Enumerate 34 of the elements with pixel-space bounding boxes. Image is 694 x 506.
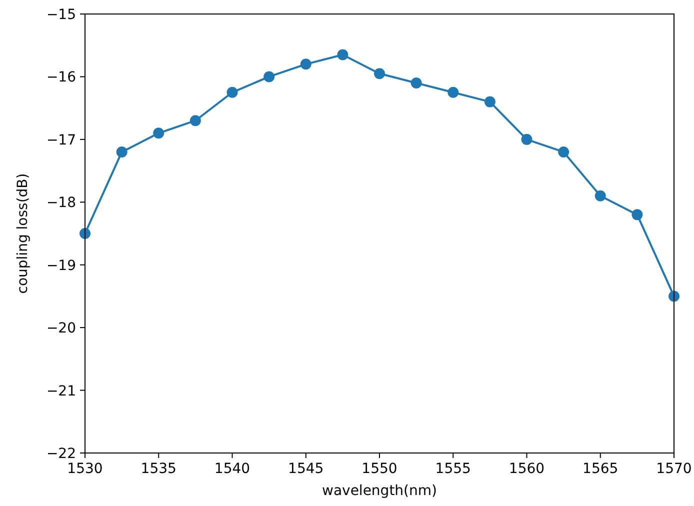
y-tick-label: −22 bbox=[46, 446, 76, 462]
point bbox=[448, 86, 459, 98]
x-tick-label: 1535 bbox=[140, 461, 176, 477]
x-tick-label: 1570 bbox=[656, 461, 692, 477]
y-tick-label: −15 bbox=[46, 7, 76, 23]
x-tick-label: 1540 bbox=[214, 461, 250, 477]
y-tick-label: −20 bbox=[46, 320, 76, 337]
point bbox=[521, 134, 532, 145]
point bbox=[594, 190, 606, 202]
y-tick-label: −17 bbox=[46, 132, 76, 148]
point bbox=[190, 115, 201, 126]
point bbox=[264, 71, 275, 82]
x-tick-label: 1550 bbox=[362, 461, 398, 477]
point bbox=[116, 146, 128, 158]
point bbox=[300, 58, 312, 70]
x-tick-label: 1560 bbox=[508, 461, 545, 477]
x-tick-label: 1565 bbox=[582, 461, 618, 477]
y-tick-label: −16 bbox=[46, 70, 76, 86]
point bbox=[558, 146, 570, 158]
x-tick-label: 1545 bbox=[288, 461, 324, 477]
y-tick-label: −21 bbox=[46, 383, 76, 400]
x-axis-title: wavelength(nm) bbox=[322, 483, 437, 499]
point bbox=[632, 209, 643, 220]
y-axis-title: coupling loss(dB) bbox=[15, 173, 31, 294]
point bbox=[226, 86, 238, 98]
y-tick-label: −19 bbox=[46, 258, 76, 274]
point bbox=[153, 128, 164, 139]
point bbox=[410, 77, 422, 88]
point bbox=[484, 96, 496, 108]
x-tick-label: 1530 bbox=[67, 461, 103, 477]
point bbox=[337, 49, 348, 60]
x-tick-label: 1555 bbox=[435, 461, 471, 477]
y-tick-label: −18 bbox=[46, 195, 76, 212]
point bbox=[374, 68, 385, 80]
